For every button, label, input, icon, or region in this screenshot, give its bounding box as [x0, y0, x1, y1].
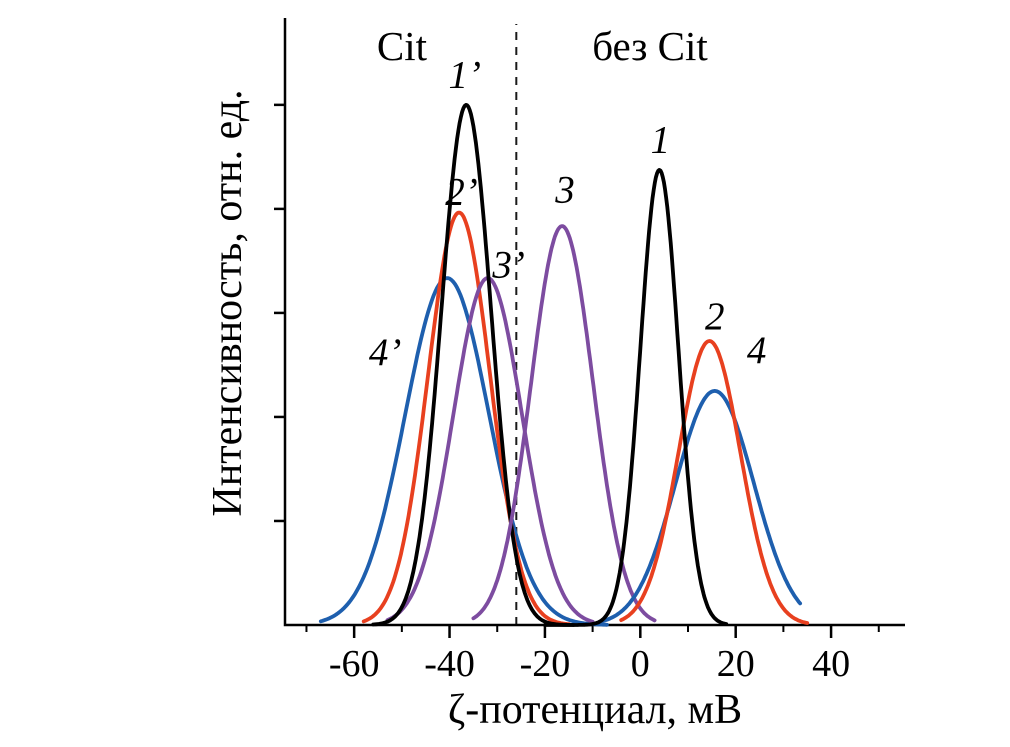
curve-label-2: 2 [705, 295, 725, 338]
axes [283, 18, 905, 627]
curve-2-prime [361, 210, 571, 627]
curve-1-prime [371, 103, 576, 627]
curve-2 [619, 339, 810, 625]
x-tick-label: -60 [329, 643, 380, 685]
region-label-bez-cit: без Cit [592, 23, 708, 69]
curve-label-2-prime: 2’ [445, 171, 478, 214]
x-tick-label: -40 [424, 643, 475, 685]
curve-label-4-prime: 4’ [369, 331, 402, 374]
curve-4 [600, 388, 802, 624]
x-tick-label: 40 [812, 643, 850, 685]
x-tick-label: -20 [520, 643, 571, 685]
curve-label-1-prime: 1’ [449, 54, 482, 97]
region-label-cit: Cit [376, 23, 428, 69]
curve-label-3-prime: 3’ [491, 244, 525, 287]
x-tick-label: 20 [717, 643, 755, 685]
x-tick-label: 0 [631, 643, 650, 685]
y-axis-label: Интенсивность, отн. ед. [205, 89, 251, 517]
curve-label-4: 4 [747, 329, 767, 372]
curve-1 [543, 167, 729, 627]
curve-label-1: 1 [651, 119, 671, 162]
x-axis-label: ζ-потенциал, мВ [447, 687, 743, 733]
curve-3 [471, 224, 657, 623]
curve-4-prime [318, 276, 609, 627]
curve-label-3: 3 [554, 169, 575, 212]
